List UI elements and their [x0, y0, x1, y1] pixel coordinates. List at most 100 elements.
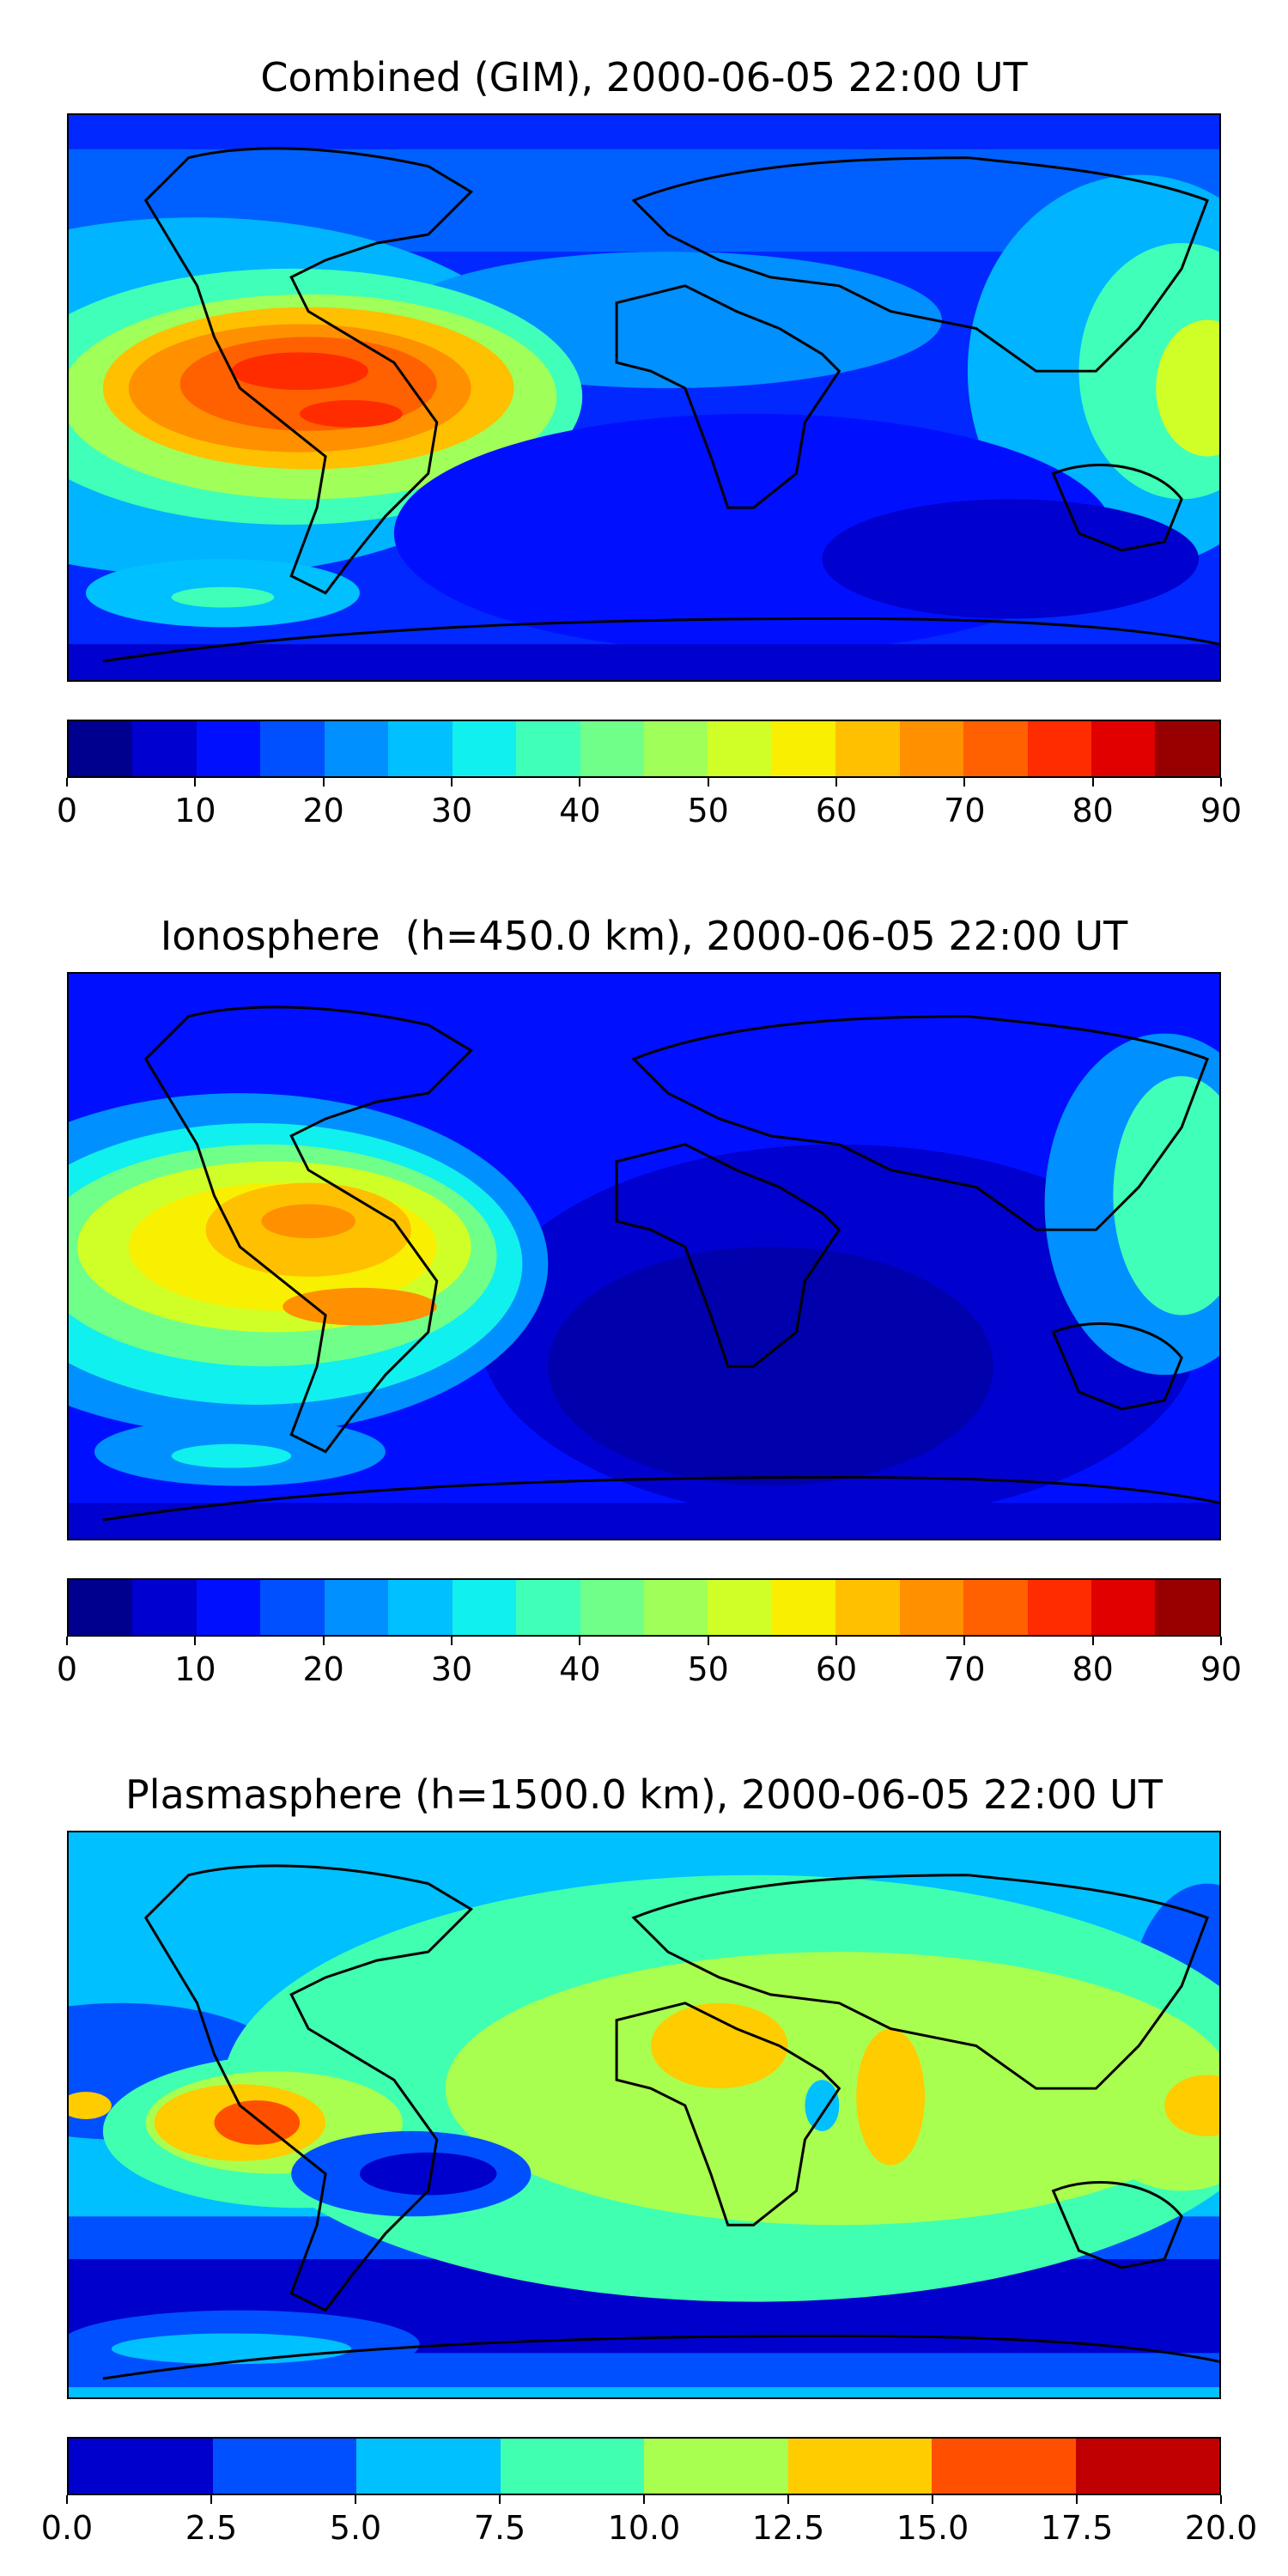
- colorbar-segment: [324, 721, 389, 776]
- colorbar-tick: [1091, 778, 1094, 787]
- colorbar-segment: [708, 721, 772, 776]
- colorbar-segment: [500, 2439, 644, 2494]
- colorbar-tick-label: 0.0: [40, 2509, 94, 2547]
- ionosphere-colorbar: [67, 1578, 1221, 1637]
- colorbar-tick-label: 12.5: [751, 2509, 825, 2547]
- continent-outlines: [102, 1005, 1219, 1522]
- colorbar-tick-label: 20: [302, 792, 344, 829]
- colorbar-tick: [66, 1637, 68, 1645]
- colorbar-segment: [835, 1580, 900, 1635]
- panel-title: Ionosphere (h=450.0 km), 2000-06-05 22:0…: [160, 913, 1128, 959]
- colorbar-tick: [194, 778, 197, 787]
- colorbar-tick: [1091, 1637, 1094, 1645]
- plasmasphere-colorbar-ticks: 0.0 2.5 5.0 7.5 10.0 12.5 15.0 17.5 20.0: [41, 2495, 1257, 2547]
- colorbar-tick-label: 70: [944, 1650, 986, 1688]
- colorbar-tick-label: 80: [1072, 1650, 1114, 1688]
- colorbar-tick: [787, 2495, 789, 2504]
- colorbar-segment: [580, 721, 644, 776]
- continent-outlines: [102, 1864, 1219, 2380]
- colorbar-tick: [1220, 778, 1222, 787]
- colorbar-tick-label: 5.0: [329, 2509, 382, 2547]
- colorbar-segment: [69, 721, 133, 776]
- ionosphere-tec-map: [67, 972, 1221, 1540]
- colorbar-tick: [1220, 1637, 1222, 1645]
- colorbar-tick-label: 20.0: [1184, 2509, 1258, 2547]
- colorbar-segment: [516, 1580, 580, 1635]
- colorbar-tick-label: 10.0: [607, 2509, 681, 2547]
- colorbar-segment: [356, 2439, 501, 2494]
- plasmasphere-map-svg: [69, 1832, 1219, 2397]
- colorbar-segment: [388, 721, 453, 776]
- colorbar-tick-label: 10: [174, 792, 216, 829]
- colorbar-segment: [835, 721, 900, 776]
- ionosphere-panel: Ionosphere (h=450.0 km), 2000-06-05 22:0…: [0, 859, 1288, 1717]
- colorbar-segment: [644, 2439, 788, 2494]
- colorbar-tick-label: 0: [56, 792, 78, 829]
- colorbar-segment: [196, 1580, 261, 1635]
- colorbar-tick: [1220, 2495, 1222, 2504]
- colorbar-tick-label: 0: [56, 1650, 78, 1688]
- colorbar-tick-label: 20: [302, 1650, 344, 1688]
- colorbar-tick-label: 50: [687, 792, 729, 829]
- combined-colorbar-ticks: 0 10 20 30 40 50 60 70 80 90: [57, 778, 1242, 829]
- colorbar-segment: [388, 1580, 453, 1635]
- colorbar-segment: [132, 1580, 197, 1635]
- combined-tec-map: [67, 113, 1221, 682]
- colorbar-tick: [451, 1637, 453, 1645]
- colorbar-tick: [322, 1637, 325, 1645]
- plasmasphere-colorbar: [67, 2437, 1221, 2495]
- colorbar-segment: [1155, 1580, 1219, 1635]
- colorbar-tick-label: 90: [1200, 1650, 1242, 1688]
- colorbar-segment: [643, 721, 708, 776]
- colorbar-segment: [452, 721, 517, 776]
- panel-title: Combined (GIM), 2000-06-05 22:00 UT: [260, 54, 1028, 100]
- colorbar-tick-label: 50: [687, 1650, 729, 1688]
- colorbar-tick-label: 40: [559, 1650, 601, 1688]
- colorbar-segment: [1091, 721, 1156, 776]
- colorbar-segment: [260, 1580, 325, 1635]
- colorbar-segment: [771, 721, 836, 776]
- colorbar-tick: [66, 778, 68, 787]
- colorbar-tick: [210, 2495, 212, 2504]
- colorbar-segment: [132, 721, 197, 776]
- colorbar-segment: [787, 2439, 932, 2494]
- colorbar-tick-label: 80: [1072, 792, 1114, 829]
- colorbar-tick: [322, 778, 325, 787]
- ionosphere-colorbar-ticks: 0 10 20 30 40 50 60 70 80 90: [57, 1637, 1242, 1688]
- combined-colorbar: [67, 720, 1221, 778]
- colorbar-tick-label: 17.5: [1040, 2509, 1114, 2547]
- colorbar-segment: [212, 2439, 356, 2494]
- colorbar-tick-label: 90: [1200, 792, 1242, 829]
- plasmasphere-tec-map: [67, 1831, 1221, 2399]
- colorbar-tick: [1076, 2495, 1078, 2504]
- combined-map-svg: [69, 115, 1219, 680]
- colorbar-tick-label: 2.5: [185, 2509, 238, 2547]
- colorbar-segment: [260, 721, 325, 776]
- colorbar-segment: [708, 1580, 772, 1635]
- colorbar-segment: [932, 2439, 1076, 2494]
- colorbar-tick: [643, 2495, 645, 2504]
- colorbar-segment: [963, 1580, 1028, 1635]
- colorbar-tick-label: 60: [815, 1650, 858, 1688]
- colorbar-tick: [355, 2495, 356, 2504]
- colorbar-segment: [899, 721, 964, 776]
- colorbar-segment: [196, 721, 261, 776]
- colorbar-segment: [1091, 1580, 1156, 1635]
- colorbar-tick: [707, 778, 709, 787]
- colorbar-tick: [579, 778, 581, 787]
- colorbar-tick: [707, 1637, 709, 1645]
- colorbar-segment: [516, 721, 580, 776]
- colorbar-segment: [1075, 2439, 1219, 2494]
- colorbar-segment: [899, 1580, 964, 1635]
- colorbar-segment: [452, 1580, 517, 1635]
- colorbar-tick-label: 30: [430, 792, 473, 829]
- colorbar-segment: [643, 1580, 708, 1635]
- colorbar-tick-label: 10: [174, 1650, 216, 1688]
- colorbar-tick: [963, 778, 966, 787]
- panel-title: Plasmasphere (h=1500.0 km), 2000-06-05 2…: [125, 1771, 1163, 1818]
- colorbar-segment: [963, 721, 1028, 776]
- combined-gim-panel: Combined (GIM), 2000-06-05 22:00 UT: [0, 0, 1288, 859]
- colorbar-segment: [324, 1580, 389, 1635]
- colorbar-segment: [69, 1580, 133, 1635]
- colorbar-tick-label: 70: [944, 792, 986, 829]
